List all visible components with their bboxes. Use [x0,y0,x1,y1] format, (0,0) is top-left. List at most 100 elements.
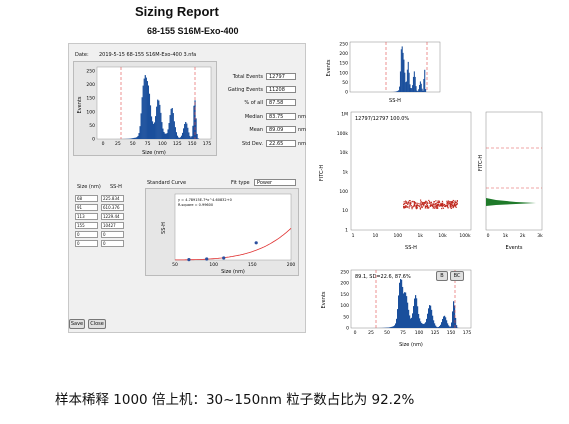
y-tick-label: 50 [89,123,95,129]
histogram-bar [397,309,399,328]
histogram-bar [183,128,185,139]
b-button[interactable]: B [436,271,448,281]
histogram-bar [133,137,135,139]
scatter-point [403,205,405,208]
histogram-bar [408,72,410,92]
histogram-bar [434,323,436,328]
histogram-bar [426,318,428,328]
histogram-bar [136,137,138,139]
histogram-bar [398,90,400,92]
size-cell[interactable]: 155 [75,222,98,229]
histogram-bar [428,308,430,328]
scatter-point [433,203,435,205]
ssh-cell[interactable]: 225.834 [101,195,124,202]
x-tick-label: 150 [447,330,456,336]
size-cell[interactable]: 0 [75,240,98,247]
x-tick-label: 125 [431,330,440,336]
histogram-bar [419,81,421,92]
histogram-bar [407,61,409,92]
scatter-point [420,201,423,203]
x-tick-label: 0 [487,233,490,239]
histogram-bar [456,325,458,328]
scatter-point [451,202,453,204]
scatter-point [411,208,413,210]
scatter-point [424,201,426,203]
fit-type-select[interactable]: Power [254,179,296,186]
size-cell[interactable]: 68 [75,195,98,202]
scatter-point [453,203,455,206]
histogram-bar [415,86,417,92]
histogram-bar [184,123,186,139]
histogram-bar [446,320,448,328]
ssh-hist-plot-area [349,41,441,93]
histogram-bar [420,83,422,92]
date-value: 2019-5-15 68-155 S16M-Exo-400 3.nfa [99,52,197,58]
ssh-cell[interactable]: 1229.44 [101,213,124,220]
scatter-point [452,200,454,203]
total-events-label: Total Events [232,74,263,80]
y-tick-label: 50 [343,314,349,320]
ssh-cell[interactable]: 610.376 [101,204,124,211]
scatter-point [435,206,437,208]
ssh-cell[interactable]: 10427 [101,222,124,229]
size-cell[interactable]: 113 [75,213,98,220]
histogram-bar [412,85,414,92]
main-hist-ylabel: Events [77,96,83,113]
scatter-point [454,202,456,205]
histogram-bar [399,71,401,92]
x-tick-label: 1k [417,233,423,239]
histogram-bar [404,72,406,92]
std-curve-ylabel: SS-H [161,222,167,234]
scatter-point [407,206,409,208]
x-tick-label: 100 [394,233,403,239]
x-tick-label: 100k [459,233,471,239]
histogram-bar [147,85,150,139]
scatter-point [449,203,452,206]
scatter-point [455,206,457,208]
histogram-bar [447,323,449,328]
scatter-point [416,204,418,207]
bc-button[interactable]: BC [450,271,464,281]
histogram-bar [415,295,417,328]
std-curve-plot-area [174,193,292,261]
histogram-bar [197,138,199,139]
scatter-point [411,206,413,208]
ssh-histogram: 250 200 150 100 50 0 Events SS-H [326,41,441,104]
close-button[interactable]: Close [88,319,106,329]
median-label: Median [244,114,263,120]
ssh-cell[interactable]: 0 [101,231,124,238]
scatter-point [450,203,453,206]
scatter-point [447,207,449,209]
ssh-cell[interactable]: 0 [101,240,124,247]
histogram-bar [138,133,140,139]
histogram-bar [149,105,152,139]
scatter-point [436,206,438,208]
x-tick-label: 25 [368,330,374,336]
scatter-point [450,201,452,203]
histogram-bar [146,81,148,139]
histogram-bar [406,69,408,92]
scatter-point [414,203,416,205]
std-curve-xlabel: Size (nm) [221,269,245,275]
scatter-plot-area [350,111,472,231]
histogram-bar [436,326,438,328]
scatter-point [404,202,406,205]
y-tick-label: 0 [92,137,95,143]
scatter-point [421,206,423,208]
scatter-point [415,207,417,209]
scatter-point [414,201,416,204]
scatter-point [436,204,438,206]
scatter-point [435,200,437,202]
size-cell[interactable]: 0 [75,231,98,238]
save-button[interactable]: Save [69,319,85,329]
histogram-bar [425,89,427,92]
scatter-point [412,205,415,207]
gating-events-label: Gating Events [227,87,263,93]
histogram-bar [432,315,434,328]
scatter-point [419,205,421,207]
scatter-point [428,202,431,204]
size-cell[interactable]: 91 [75,204,98,211]
scatter-point [423,201,425,204]
scatter-point [426,204,429,207]
histogram-bar [443,316,445,328]
